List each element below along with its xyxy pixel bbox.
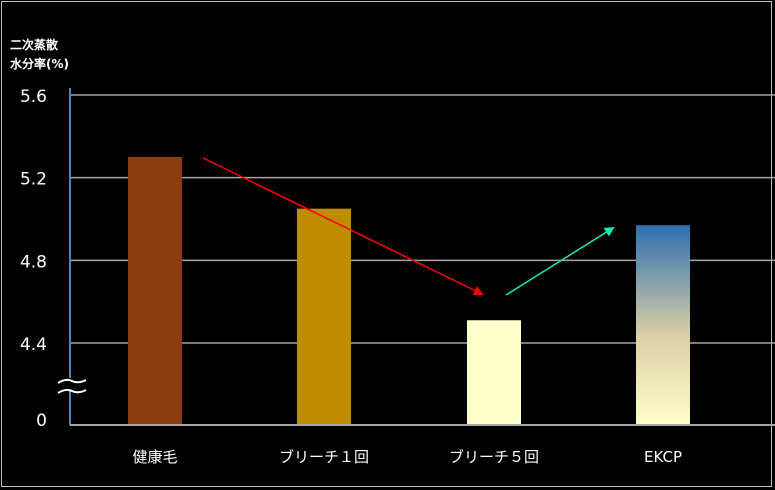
bar-2 [467, 320, 521, 425]
y-tick-label-1: 5.2 [20, 170, 47, 190]
axis-break-upper [57, 378, 87, 384]
y-tick-label-2: 4.8 [20, 252, 47, 272]
x-category-label-2: ブリーチ５回 [449, 448, 539, 466]
bar-1 [297, 208, 351, 425]
axes [57, 88, 775, 426]
bar-3 [636, 225, 690, 425]
x-category-label-3: EKCP [644, 448, 682, 466]
arrow-decrease [202, 157, 484, 295]
bars [128, 157, 690, 425]
y-axis-label-line-2: 水分率(%) [10, 57, 69, 71]
x-category-label-0: 健康毛 [132, 448, 177, 466]
y-axis-label: 二次蒸散 水分率(%) [10, 36, 69, 74]
y-tick-label-3: 4.4 [20, 335, 47, 355]
y-tick-label-4: 0 [36, 411, 47, 431]
tick-labels: 5.6 5.2 4.8 4.4 0 [20, 87, 47, 431]
x-category-label-1: ブリーチ１回 [279, 448, 369, 466]
y-axis-label-line-1: 二次蒸散 [10, 38, 59, 52]
bar-0 [128, 157, 182, 425]
axis-break-lower [57, 388, 87, 394]
category-labels: 健康毛 ブリーチ１回 ブリーチ５回 EKCP [132, 448, 682, 466]
y-tick-label-0: 5.6 [20, 87, 47, 107]
arrow-increase [505, 226, 615, 296]
trend-arrows [202, 157, 615, 296]
